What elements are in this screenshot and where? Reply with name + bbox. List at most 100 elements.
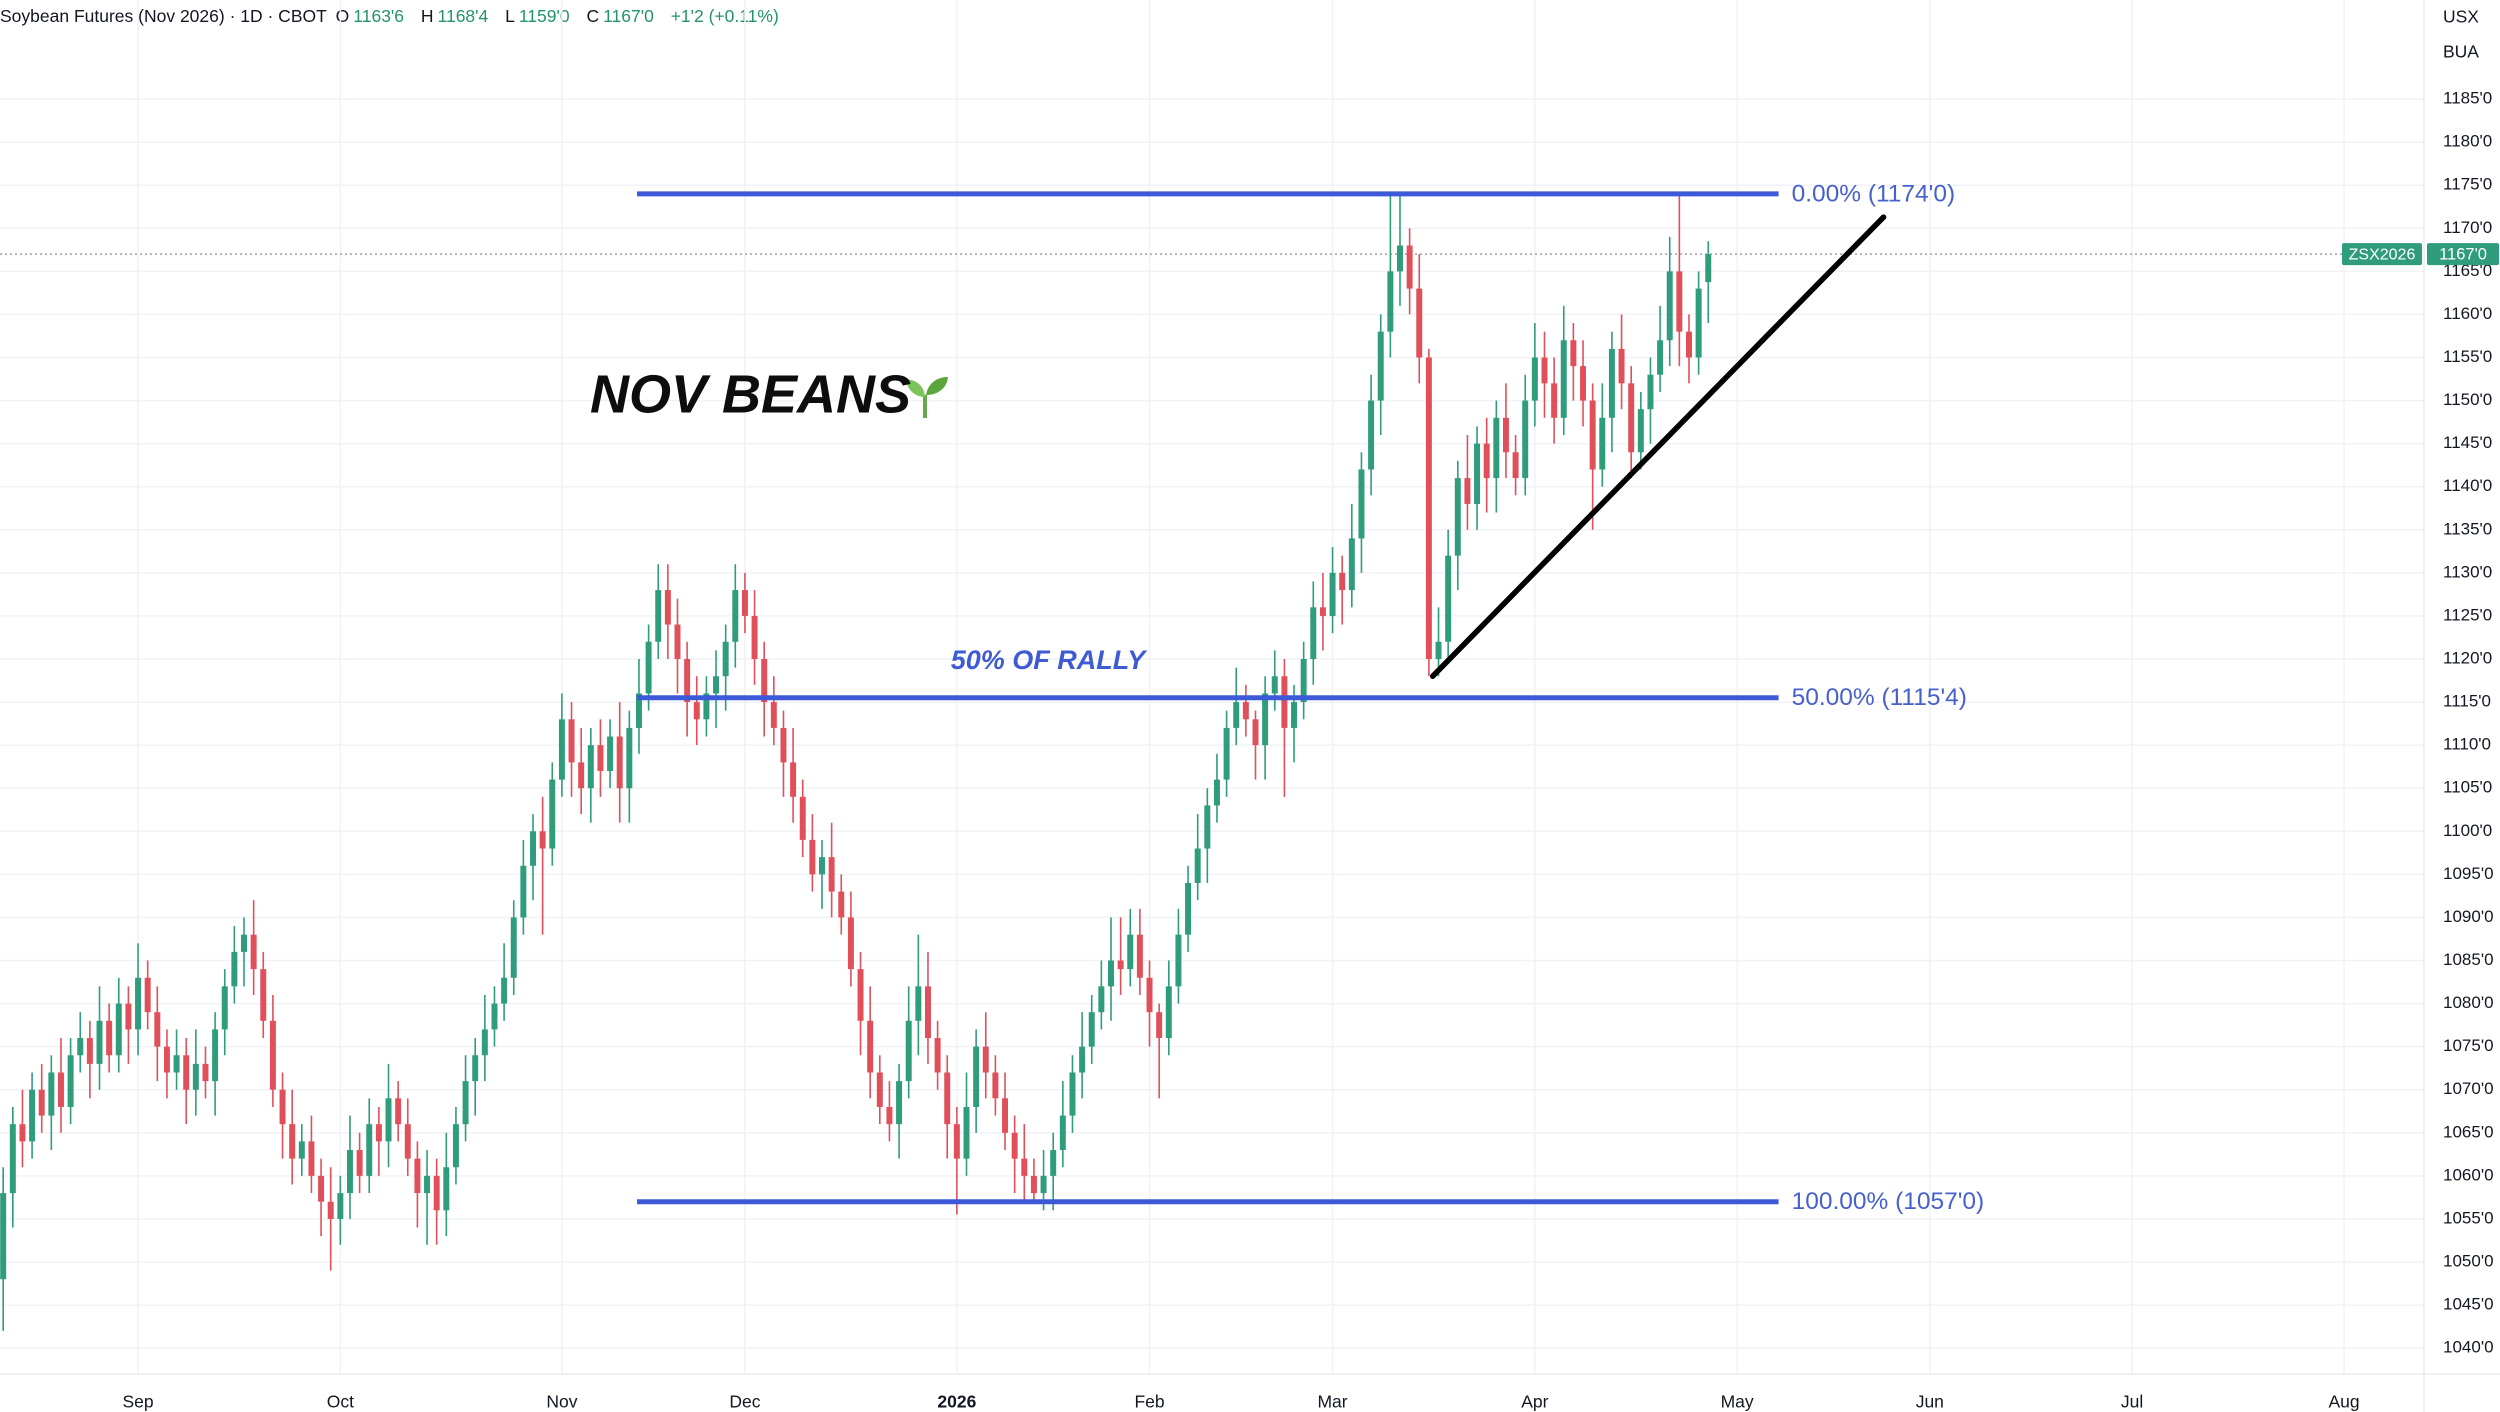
candle-body [751,615,758,660]
candle-body [587,745,594,789]
candle-body [1483,443,1490,479]
candle-body [828,857,835,892]
candle-body [1397,245,1403,272]
candle-body [241,934,247,952]
candle-body [1127,934,1134,970]
candle-body [154,1012,161,1047]
candle-body [385,1098,392,1142]
candle-body [231,951,238,987]
y-tick-label: 1110'0 [2443,735,2491,754]
y-tick-label: 1180'0 [2443,132,2492,151]
unit: BUA [2443,42,2479,62]
candle-body [953,1124,960,1159]
y-tick-label: 1145'0 [2443,433,2492,452]
candle-body [876,1072,883,1107]
candle-body [1406,245,1413,289]
candle-body [1262,693,1269,746]
candle-body [722,641,729,677]
y-tick-label: 1060'0 [2443,1165,2494,1184]
candle-body [1030,1175,1037,1194]
candle-body [48,1072,55,1116]
candle-body [645,641,652,694]
candle-body [1705,254,1712,283]
candle-body [250,934,257,970]
candle-body [568,719,575,763]
candle-body [462,1081,469,1125]
candle-body [819,857,825,875]
candle-body [1377,331,1384,401]
candle-body [1098,986,1105,1013]
candle-body [886,1106,893,1125]
candle-body [973,1046,980,1107]
candle-body [356,1150,363,1176]
y-tick-label: 1135'0 [2443,519,2492,538]
candle-body [1069,1072,1076,1116]
candle-body [1657,340,1664,375]
ohlc-key: L [505,6,515,26]
candle-body [1676,271,1683,332]
candle-body [1647,374,1654,410]
candle-body [857,969,864,1021]
candle-body [1136,934,1143,978]
candle-body [1599,417,1606,470]
candle-body [1570,340,1577,367]
candle-body [790,762,797,797]
candle-body [530,831,536,866]
candle-body [443,1167,450,1211]
candle-body [1059,1115,1066,1151]
candle-body [1291,702,1298,728]
candle-body [1117,960,1124,970]
candle-body [549,779,556,849]
fib-label: 0.00% (1174'0) [1792,180,1956,207]
header: Soybean Futures (Nov 2026) · 1D · CBOT O… [0,6,791,27]
candle-body [664,590,671,625]
candle-body [1310,607,1317,660]
candle-body [626,727,633,789]
candle-body [1522,400,1529,479]
candle-body [616,736,623,789]
candle-body [202,1063,209,1082]
candle-body [57,1072,64,1107]
candle-body [1156,1012,1163,1039]
candle-body [1531,357,1538,401]
x-tick-label: May [1721,1392,1754,1412]
y-tick-label: 1150'0 [2443,390,2492,409]
y-tick-label: 1095'0 [2443,864,2494,883]
y-tick-label: 1080'0 [2443,993,2494,1012]
candle-body [1040,1175,1047,1194]
x-tick-label: Oct [327,1392,354,1412]
candle-body [867,1020,874,1073]
candle-body [424,1175,431,1194]
candle-body [144,977,151,1013]
candle-body [1252,719,1259,746]
candle-body [1002,1098,1009,1133]
candle-body [9,1124,16,1194]
candle-body [1628,383,1635,453]
candle-body [982,1046,989,1073]
candle-body [799,796,806,840]
trendline [1429,214,1887,679]
candle-body [1185,882,1192,935]
candle-body [896,1081,903,1125]
candle-body [1194,848,1201,883]
candle-body [106,1020,113,1056]
candle-body [404,1124,411,1159]
fib-label: 50.00% (1115'4) [1792,684,1967,711]
candle-body [1445,555,1452,642]
candle-body [1454,478,1461,556]
candle-body [838,891,845,918]
candle-body [472,1055,479,1082]
candle-body [298,1141,305,1159]
fib-label: 100.00% (1057'0) [1792,1188,1985,1215]
candle-body [1493,417,1500,479]
candle-body [1541,357,1548,384]
candle-body [1387,271,1394,332]
candle-body [1300,659,1307,703]
candle-body [693,702,700,720]
candle-body [183,1055,190,1090]
x-tick-label: Mar [1317,1392,1347,1412]
candle-body [578,762,585,789]
candle-body [19,1124,26,1142]
candle-body [1021,1158,1028,1176]
symbol-tag [2342,243,2422,266]
